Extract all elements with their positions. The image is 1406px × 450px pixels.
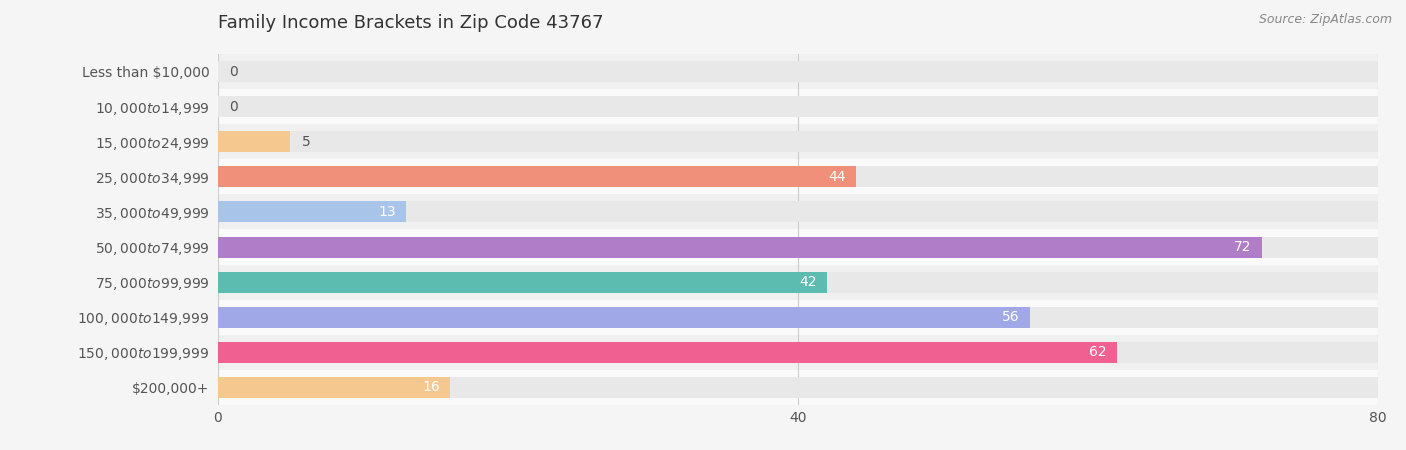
Bar xyxy=(218,96,1378,117)
Bar xyxy=(218,89,1378,124)
Bar xyxy=(218,377,1378,398)
Text: 5: 5 xyxy=(302,135,311,149)
Text: Source: ZipAtlas.com: Source: ZipAtlas.com xyxy=(1258,14,1392,27)
Bar xyxy=(218,237,1263,257)
Bar xyxy=(218,54,1378,89)
Bar xyxy=(218,272,1378,292)
Bar xyxy=(218,159,1378,194)
Text: Family Income Brackets in Zip Code 43767: Family Income Brackets in Zip Code 43767 xyxy=(218,14,603,32)
Bar xyxy=(218,202,1378,222)
Bar xyxy=(218,265,1378,300)
Bar xyxy=(218,272,827,292)
Bar xyxy=(218,307,1029,328)
Text: 0: 0 xyxy=(229,99,238,114)
Bar xyxy=(218,370,1378,405)
Bar xyxy=(218,300,1378,335)
Bar xyxy=(218,131,291,152)
Text: 72: 72 xyxy=(1234,240,1251,254)
Bar xyxy=(218,131,1378,152)
Bar xyxy=(218,335,1378,370)
Bar xyxy=(218,202,406,222)
Text: 13: 13 xyxy=(378,205,396,219)
Text: 44: 44 xyxy=(828,170,846,184)
Text: 16: 16 xyxy=(422,380,440,395)
Text: 62: 62 xyxy=(1090,345,1107,360)
Bar xyxy=(218,342,1116,363)
Bar xyxy=(218,307,1378,328)
Bar xyxy=(218,377,450,398)
Bar xyxy=(218,342,1378,363)
Bar xyxy=(218,61,1378,82)
Bar xyxy=(218,230,1378,265)
Text: 42: 42 xyxy=(799,275,817,289)
Bar xyxy=(218,166,856,187)
Bar xyxy=(218,237,1378,257)
Text: 56: 56 xyxy=(1002,310,1019,324)
Text: 0: 0 xyxy=(229,64,238,79)
Bar xyxy=(218,166,1378,187)
Bar xyxy=(218,194,1378,230)
Bar xyxy=(218,124,1378,159)
